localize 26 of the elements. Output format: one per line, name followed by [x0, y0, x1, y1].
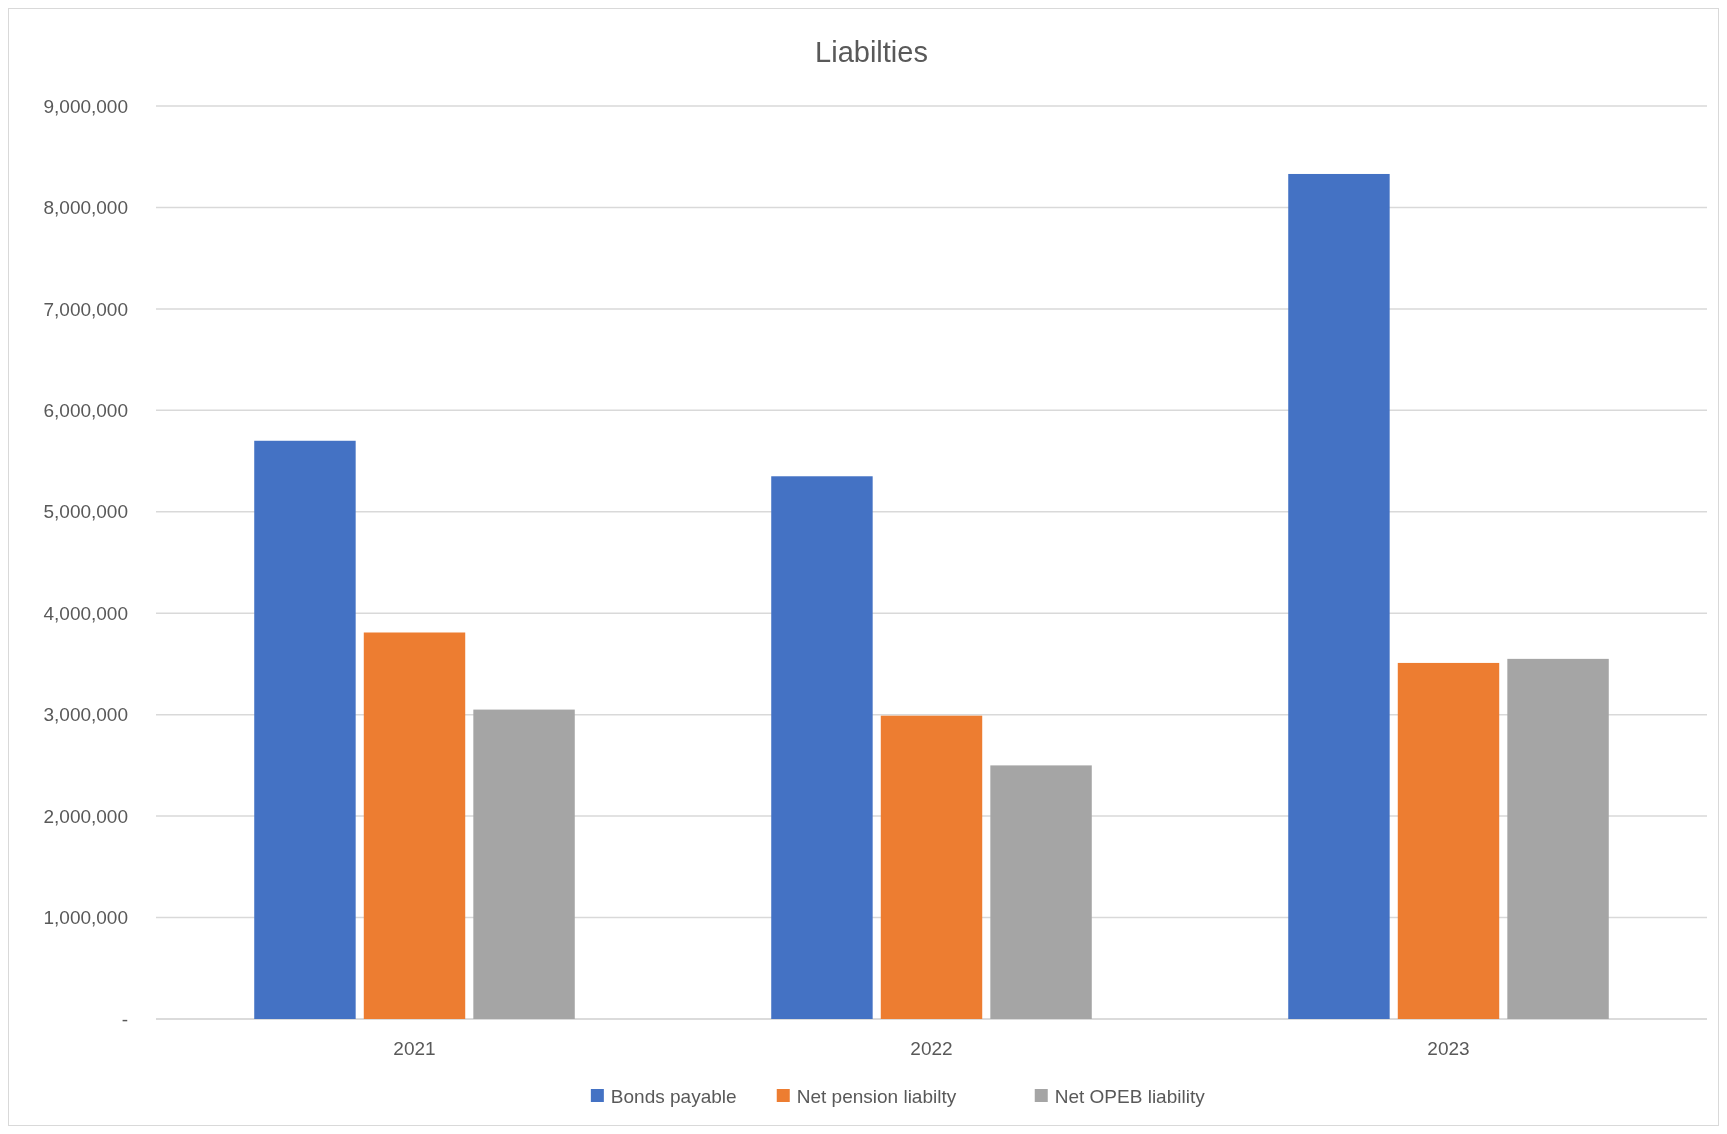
chart-title: Liabilties [815, 36, 928, 68]
legend-label: Bonds payable [610, 1085, 737, 1107]
x-tick-label: 2022 [910, 1038, 953, 1059]
y-tick-label: 7,000,000 [43, 298, 128, 320]
bar [363, 632, 466, 1019]
y-tick-label: 8,000,000 [43, 197, 128, 219]
bar [990, 765, 1092, 1019]
bar [473, 709, 575, 1019]
bar [254, 440, 356, 1019]
y-tick-label: 4,000,000 [43, 602, 128, 624]
x-tick-label: 2021 [393, 1038, 436, 1059]
y-tick-label: 9,000,000 [43, 95, 128, 117]
y-tick-label: 2,000,000 [43, 805, 128, 827]
y-tick-label: 1,000,000 [43, 907, 128, 929]
y-tick-label: 3,000,000 [43, 704, 128, 726]
y-tick-label: 5,000,000 [43, 501, 128, 523]
bar [880, 715, 983, 1019]
y-tick-label: 6,000,000 [43, 399, 128, 421]
x-tick-label: 2023 [1427, 1038, 1470, 1059]
bar [1288, 173, 1390, 1019]
bar [1507, 658, 1609, 1019]
legend-label: Net pension liabilty [796, 1085, 957, 1107]
bar [1397, 662, 1500, 1019]
legend-label: Net OPEB liability [1054, 1085, 1206, 1107]
bar [771, 476, 873, 1019]
y-tick-label: - [121, 1008, 128, 1030]
